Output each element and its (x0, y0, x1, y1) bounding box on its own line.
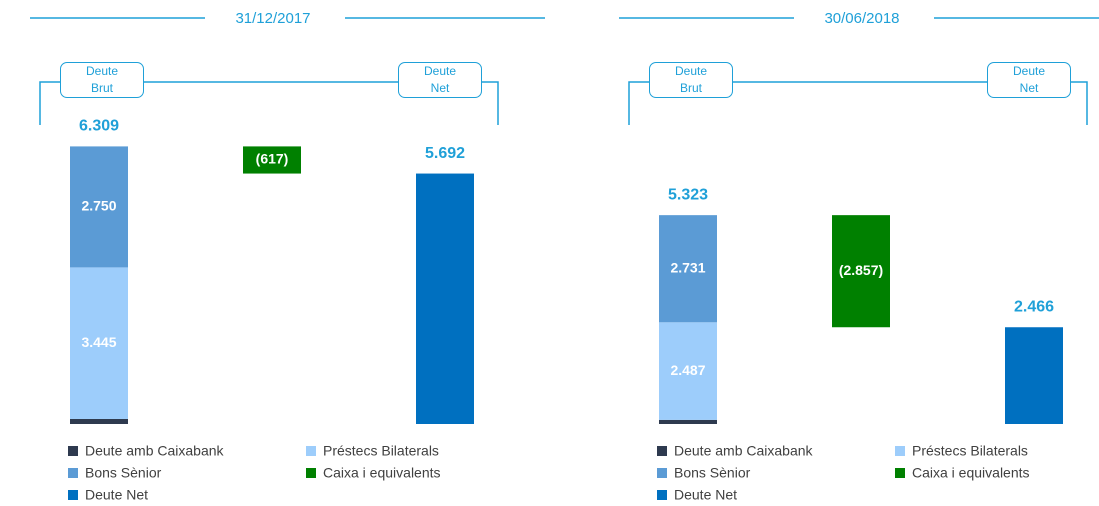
legend-label: Préstecs Bilaterals (912, 443, 1028, 459)
segment-label: (2.857) (839, 262, 883, 278)
segment-label: 2.487 (670, 362, 705, 378)
bracket (628, 81, 1088, 125)
legend-label: Préstecs Bilaterals (323, 443, 439, 459)
legend-swatch (895, 468, 905, 478)
legend-swatch (657, 446, 667, 456)
chart-title: 30/06/2018 (824, 10, 899, 27)
bar-segment (243, 146, 301, 174)
legend-swatch (306, 468, 316, 478)
legend-swatch (68, 490, 78, 500)
legend-label: Deute Net (674, 487, 737, 503)
total-label: 6.309 (79, 118, 119, 135)
bracket-label: Deute Brut (649, 62, 733, 98)
bar-segment (70, 146, 128, 268)
legend-swatch (657, 490, 667, 500)
value-label: 2.466 (1014, 298, 1054, 315)
legend-swatch (306, 446, 316, 456)
segment-label: 2.731 (670, 259, 705, 275)
bar-segment (659, 322, 717, 420)
legend-label: Caixa i equivalents (323, 465, 441, 481)
legend-label: Deute amb Caixabank (85, 443, 225, 459)
legend-swatch (68, 468, 78, 478)
bar-segment (659, 419, 717, 424)
segment-label: 2.750 (81, 198, 116, 214)
legend-swatch (68, 446, 78, 456)
bar-segment (70, 418, 128, 424)
segment-label: (617) (256, 151, 289, 167)
legend-label: Bons Sènior (674, 465, 751, 481)
segment-label: 3.445 (81, 334, 116, 350)
bracket-label: Deute Net (398, 62, 482, 98)
chart-title: 31/12/2017 (235, 10, 310, 27)
total-label: 5.323 (668, 186, 708, 203)
bar-segment (659, 215, 717, 323)
bracket (39, 81, 499, 125)
legend-label: Deute amb Caixabank (674, 443, 814, 459)
value-label: 5.692 (425, 145, 465, 162)
bar-segment (1005, 327, 1063, 424)
bracket-label: Deute Brut (60, 62, 144, 98)
bar-segment (70, 267, 128, 419)
bar-segment (416, 173, 474, 424)
legend-label: Bons Sènior (85, 465, 162, 481)
legend-swatch (895, 446, 905, 456)
bracket-label: Deute Net (987, 62, 1071, 98)
legend-swatch (657, 468, 667, 478)
legend-label: Deute Net (85, 487, 148, 503)
bar-segment (832, 215, 890, 328)
legend-label: Caixa i equivalents (912, 465, 1030, 481)
